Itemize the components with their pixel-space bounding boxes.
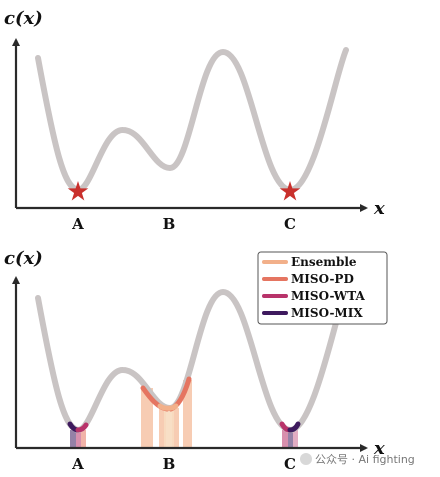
top-point-label-b: B: [163, 215, 176, 233]
region-a-bars: [70, 430, 86, 448]
bottom-y-axis-label: c(x): [4, 248, 43, 269]
star-marker-a: [67, 181, 89, 201]
wta-bar-c-right: [293, 430, 298, 448]
bottom-panel: c(x) x A B C Ensemble MISO-PD MISO-WTA M…: [4, 248, 415, 473]
watermark: 公众号 · Ai fighting: [300, 453, 415, 466]
top-cost-curve: [35, 47, 349, 194]
legend-label-ensemble: Ensemble: [291, 255, 357, 269]
top-x-axis-label: x: [373, 198, 385, 219]
top-point-label-a: A: [71, 215, 84, 233]
ensemble-bar-b-mid-left: [159, 408, 166, 448]
legend-label-miso-wta: MISO-WTA: [291, 289, 366, 303]
top-point-label-c: C: [284, 215, 296, 233]
legend-label-miso-mix: MISO-MIX: [291, 306, 363, 320]
ensemble-bar-b-right: [183, 380, 192, 448]
legend-box: [257, 251, 388, 325]
bottom-point-label-c: C: [284, 455, 296, 473]
top-y-axis-label: c(x): [4, 8, 43, 29]
watermark-text: 公众号 · Ai fighting: [315, 453, 415, 466]
star-marker-c: [279, 181, 301, 201]
mix-bar-a: [70, 430, 76, 448]
bottom-point-label-b: B: [163, 455, 176, 473]
legend: Ensemble MISO-PD MISO-WTA MISO-MIX: [257, 251, 388, 325]
ensemble-bar-b-left: [141, 388, 153, 448]
region-b-bars: [141, 380, 192, 448]
legend-label-miso-pd: MISO-PD: [291, 272, 354, 286]
wta-bar-c: [282, 430, 288, 448]
ensemble-bar-b-mid-right: [172, 408, 179, 448]
pd-bar-a: [81, 430, 86, 448]
wechat-icon: [300, 453, 312, 465]
mix-overlay-c: [287, 421, 301, 433]
bottom-point-label-a: A: [71, 455, 84, 473]
ensemble-overlay-b: [157, 403, 179, 411]
region-c-bars: [282, 430, 298, 448]
ensemble-bar-b-center: [164, 410, 174, 448]
wta-bar-a: [76, 430, 81, 448]
mix-bar-c: [288, 430, 293, 448]
top-panel: c(x) x A B C: [4, 8, 385, 233]
wta-overlay-a: [75, 422, 89, 433]
bottom-x-axis-label: x: [373, 438, 385, 459]
